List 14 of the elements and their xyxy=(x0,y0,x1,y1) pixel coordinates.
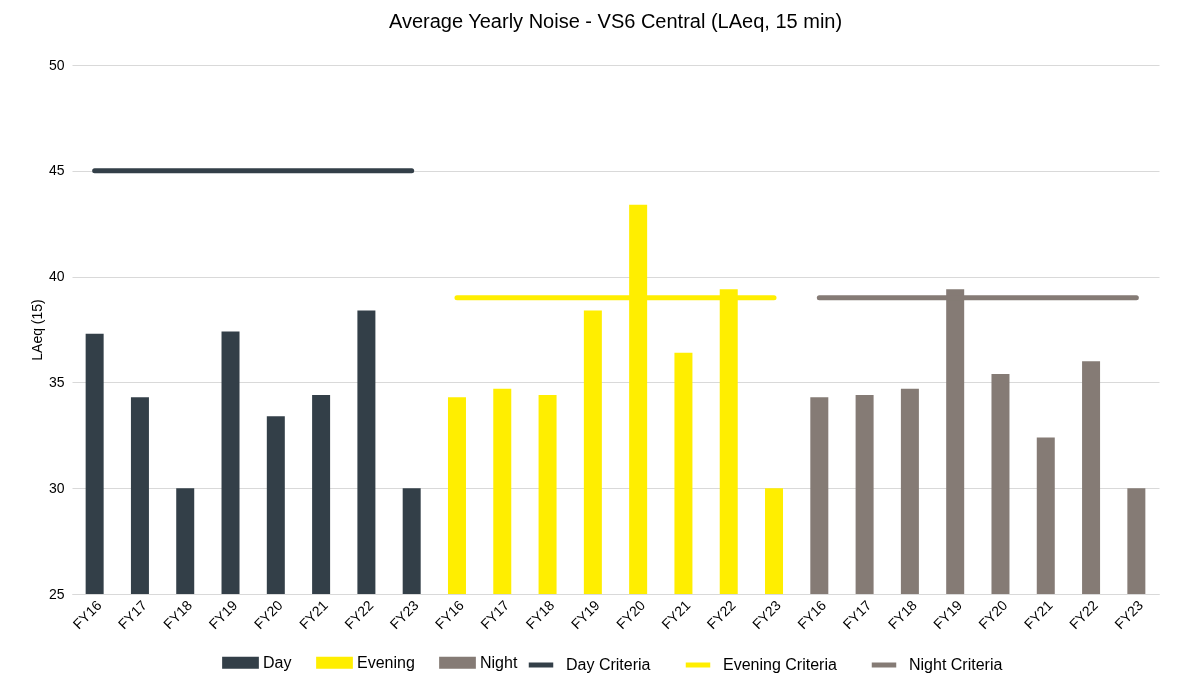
y-tick-label: 45 xyxy=(48,162,65,179)
y-tick-label: 30 xyxy=(48,479,65,496)
chart-title: Average Yearly Noise - VS6 Central (LAeq, 15 min) xyxy=(388,10,843,32)
legend-label: Day Criteria xyxy=(566,656,651,673)
legend-label: Day xyxy=(263,653,292,671)
y-tick-label: 35 xyxy=(48,373,65,390)
legend-label: Night Criteria xyxy=(909,656,1003,673)
legend-label: Night xyxy=(480,653,518,671)
y-tick-label: 50 xyxy=(48,56,65,73)
y-tick-label: 40 xyxy=(48,268,65,285)
y-axis-title: LAeq (15) xyxy=(28,299,45,361)
legend-label: Evening Criteria xyxy=(723,656,837,673)
legend-label: Evening xyxy=(357,653,415,671)
y-tick-label: 25 xyxy=(48,585,65,602)
